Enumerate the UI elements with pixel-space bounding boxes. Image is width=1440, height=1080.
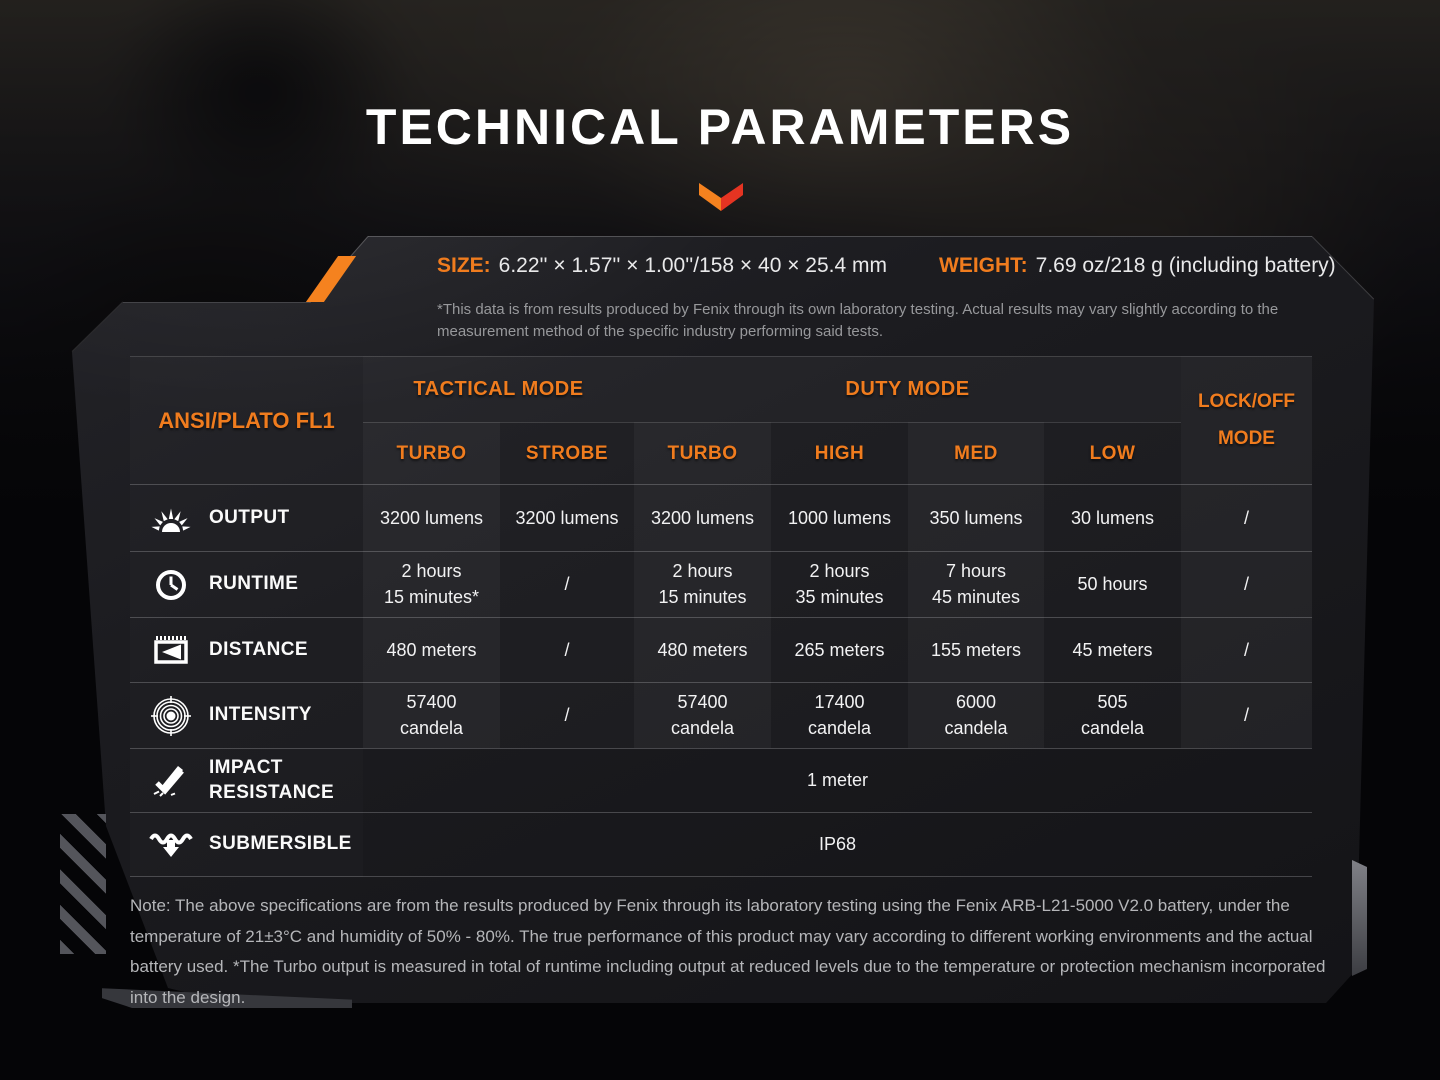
corner-stripes-decoration xyxy=(60,814,106,954)
duty-mode-header: DUTY MODE xyxy=(634,356,1181,422)
cell-runtime-lock: / xyxy=(1181,551,1312,617)
row-label-submersible: SUBMERSIBLE xyxy=(130,812,363,877)
size-spec: SIZE: 6.22'' × 1.57'' × 1.00''/158 × 40 ×… xyxy=(437,254,887,278)
cell-output-lock: / xyxy=(1181,484,1312,551)
cell-distance-duty-low: 45 meters xyxy=(1044,617,1181,682)
row-label-distance: DISTANCE xyxy=(130,617,363,682)
cell-intensity-duty-med: 6000 candela xyxy=(908,682,1044,748)
weight-value: 7.69 oz/218 g (including battery) xyxy=(1035,254,1336,277)
footnote: Note: The above specifications are from … xyxy=(130,896,1326,1007)
spec-table: ANSI/PLATO FL1 TACTICAL MODE DUTY MODE L… xyxy=(130,356,1312,877)
cell-runtime-duty-low: 50 hours xyxy=(1044,551,1181,617)
panel-right-bevel xyxy=(1352,860,1367,976)
cell-distance-tactical-strobe: / xyxy=(500,617,634,682)
col-header-duty-high: HIGH xyxy=(771,422,908,484)
col-header-duty-med: MED xyxy=(908,422,1044,484)
cell-submersible-value: IP68 xyxy=(363,812,1312,877)
size-weight-line: SIZE: 6.22'' × 1.57'' × 1.00''/158 × 40 ×… xyxy=(437,254,1336,278)
row-label-output: OUTPUT xyxy=(130,484,363,551)
cell-output-duty-med: 350 lumens xyxy=(908,484,1044,551)
size-label: SIZE: xyxy=(437,254,491,277)
lab-disclaimer: *This data is from results produced by F… xyxy=(437,301,1279,340)
cell-runtime-duty-med: 7 hours 45 minutes xyxy=(908,551,1044,617)
weight-spec: WEIGHT: 7.69 oz/218 g (including battery) xyxy=(939,254,1336,278)
row-label-runtime: RUNTIME xyxy=(130,551,363,617)
cell-distance-duty-turbo: 480 meters xyxy=(634,617,771,682)
cell-output-duty-turbo: 3200 lumens xyxy=(634,484,771,551)
cell-distance-duty-high: 265 meters xyxy=(771,617,908,682)
intensity-target-icon xyxy=(148,695,194,736)
weight-label: WEIGHT: xyxy=(939,254,1028,277)
table-corner-header: ANSI/PLATO FL1 xyxy=(130,356,363,484)
distance-flag-icon xyxy=(148,635,194,665)
submersible-icon xyxy=(148,830,194,860)
cell-output-tactical-turbo: 3200 lumens xyxy=(363,484,500,551)
cell-distance-lock: / xyxy=(1181,617,1312,682)
page-title: TECHNICAL PARAMETERS xyxy=(365,99,1075,155)
cell-output-duty-low: 30 lumens xyxy=(1044,484,1181,551)
cell-intensity-tactical-turbo: 57400 candela xyxy=(363,682,500,748)
cell-intensity-tactical-strobe: / xyxy=(500,682,634,748)
impact-resistance-icon xyxy=(148,764,194,798)
col-header-duty-turbo: TURBO xyxy=(634,422,771,484)
cell-runtime-tactical-strobe: / xyxy=(500,551,634,617)
down-chevron-icon xyxy=(699,183,743,211)
tactical-mode-header: TACTICAL MODE xyxy=(363,356,634,422)
cell-intensity-duty-turbo: 57400 candela xyxy=(634,682,771,748)
col-header-tactical-turbo: TURBO xyxy=(363,422,500,484)
cell-intensity-duty-low: 505 candela xyxy=(1044,682,1181,748)
cell-runtime-tactical-turbo: 2 hours 15 minutes* xyxy=(363,551,500,617)
cell-impact-resistance-value: 1 meter xyxy=(363,748,1312,812)
row-label-impact-resistance: IMPACT RESISTANCE xyxy=(130,748,363,812)
lock-off-mode-header: LOCK/OFF MODE xyxy=(1181,356,1312,484)
cell-output-duty-high: 1000 lumens xyxy=(771,484,908,551)
panel-edge xyxy=(123,302,310,303)
col-header-duty-low: LOW xyxy=(1044,422,1181,484)
output-sun-icon xyxy=(148,503,194,533)
size-value: 6.22'' × 1.57'' × 1.00''/158 × 40 × 25.4… xyxy=(498,254,887,277)
cell-runtime-duty-turbo: 2 hours 15 minutes xyxy=(634,551,771,617)
cell-distance-duty-med: 155 meters xyxy=(908,617,1044,682)
cell-intensity-lock: / xyxy=(1181,682,1312,748)
cell-runtime-duty-high: 2 hours 35 minutes xyxy=(771,551,908,617)
cell-distance-tactical-turbo: 480 meters xyxy=(363,617,500,682)
col-header-tactical-strobe: STROBE xyxy=(500,422,634,484)
row-label-intensity: INTENSITY xyxy=(130,682,363,748)
runtime-clock-icon xyxy=(148,568,194,602)
cell-output-tactical-strobe: 3200 lumens xyxy=(500,484,634,551)
cell-intensity-duty-high: 17400 candela xyxy=(771,682,908,748)
panel-edge xyxy=(368,236,1312,237)
